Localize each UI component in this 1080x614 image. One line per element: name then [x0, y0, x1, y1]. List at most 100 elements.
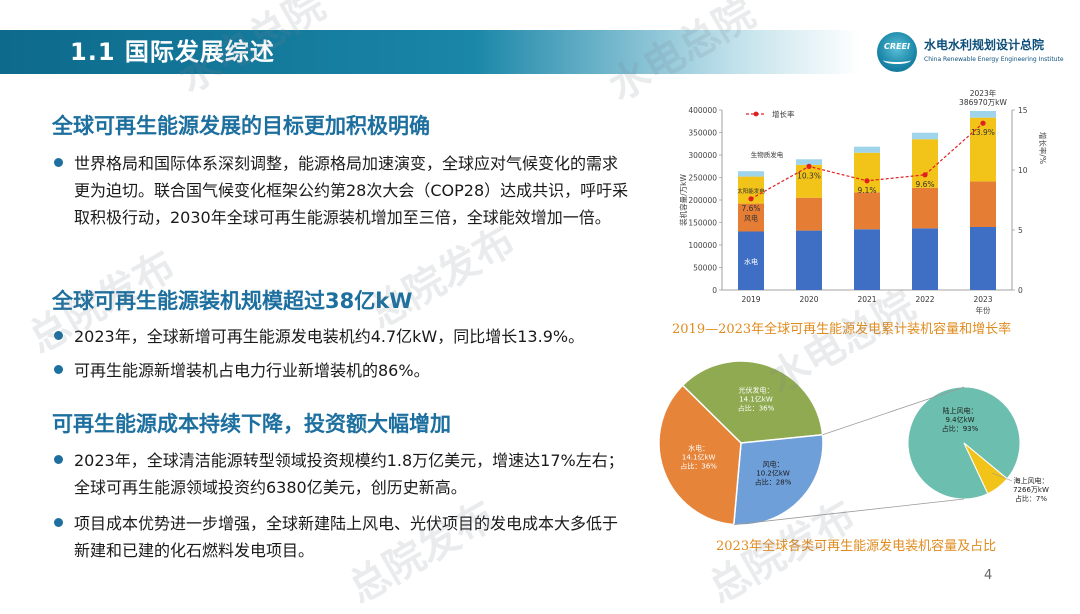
institute-logo: CREEI 水电水利规划设计总院 China Renewable Energy … — [877, 30, 1077, 74]
x-tick-label: 2020 — [799, 295, 818, 304]
bar-太阳能发电-2020 — [796, 164, 822, 198]
growth-rate-label: 9.6% — [915, 180, 934, 189]
list-item: 2023年，全球新增可再生能源发电装机约4.7亿kW，同比增长13.9%。 — [52, 323, 632, 350]
pie-label-value: 14.1亿kW — [739, 394, 773, 403]
y-tick-label: 200000 — [688, 196, 717, 205]
capacity-growth-chart: 0 50000 100000 150000 200000 250000 300000 3500… — [678, 88, 1048, 315]
section-title-targets: 全球可再生能源发展的目标更加积极明确 — [52, 114, 430, 138]
y-tick-label: 350000 — [688, 129, 717, 138]
bar-生物质发电-2023 — [970, 111, 996, 118]
series-label: 风电 — [744, 214, 758, 223]
chart-caption-capacity: 2019—2023年全球可再生能源发电累计装机容量和增长率 — [672, 322, 1012, 337]
bar-水电-2020 — [796, 230, 822, 290]
list-item: 世界格局和国际体系深刻调整，能源格局加速演变，全球应对气候变化的需求更为迫切。联… — [52, 150, 632, 231]
growth-rate-point — [806, 163, 812, 169]
page-title: 1.1 国际发展综述 — [70, 38, 275, 66]
bar-生物质发电-2019 — [738, 171, 764, 177]
y2-tick-label: 0 — [1018, 286, 1023, 295]
sub-pie-label: 陆上风电： — [943, 406, 978, 415]
bullet-dot-icon — [54, 331, 63, 340]
bar-水电-2019 — [738, 231, 764, 290]
pie-slice-光伏发电 — [681, 360, 824, 444]
list-item: 项目成本优势进一步增强，全球新建陆上风电、光伏项目的发电成本大多低于新建和已建的… — [52, 510, 632, 564]
pie-slice-风电 — [732, 433, 824, 526]
growth-rate-label: 13.9% — [971, 128, 995, 137]
pie-label-name: 水电： — [688, 444, 709, 453]
sub-pie-label: 海上风电： — [1014, 476, 1049, 485]
bar-风电-2019 — [738, 203, 764, 232]
list-item: 可再生能源新增装机占电力行业新增装机的86%。 — [52, 357, 632, 384]
growth-rate-point — [922, 172, 928, 178]
x-tick-label: 2019 — [741, 295, 760, 304]
legend-marker-icon — [753, 111, 759, 117]
bullet-dot-icon — [54, 158, 63, 167]
sub-pie-label: 占比：7% — [1015, 494, 1047, 503]
bar-风电-2023 — [970, 181, 996, 227]
chart-caption-share: 2023年全球各类可再生能源发电装机容量及占比 — [716, 539, 997, 554]
y-tick-label: 100000 — [688, 241, 717, 250]
connector-line — [733, 498, 965, 526]
bar-风电-2020 — [796, 197, 822, 231]
bar-太阳能发电-2021 — [854, 152, 880, 193]
capacity-share-pie-chart: 光伏发电：14.1亿kW占比：36%风电：10.2亿kW占比：28%水电：14.… — [658, 360, 1049, 526]
logo-chinese-name: 水电水利规划设计总院 — [924, 38, 1045, 52]
y-tick-label: 300000 — [688, 151, 717, 160]
y-tick-label: 50000 — [693, 264, 717, 273]
bullet-dot-icon — [54, 518, 63, 527]
y2-axis-title: 增长率/% — [1038, 132, 1048, 164]
y-axis-title: 装机容量/万kW — [678, 174, 688, 226]
bar-风电-2021 — [854, 192, 880, 230]
bullet-dot-icon — [54, 455, 63, 464]
x-axis-title: 年份 — [976, 305, 991, 315]
pie-label-name: 光伏发电： — [739, 385, 774, 394]
growth-rate-point — [864, 178, 870, 184]
section-title-cost: 可再生能源成本持续下降，投资额大幅增加 — [52, 412, 451, 436]
header-band — [0, 30, 860, 74]
bullet-dot-icon — [54, 365, 63, 374]
y-tick-label: 0 — [712, 286, 717, 295]
y-tick-label: 400000 — [688, 106, 717, 115]
logo-badge-icon: CREEI — [877, 32, 917, 72]
y2-tick-label: 5 — [1018, 226, 1023, 235]
x-tick-label: 2021 — [857, 295, 876, 304]
logo-badge-text: CREEI — [884, 42, 910, 51]
connector-line — [822, 386, 965, 436]
total-annotation-year: 2023年 — [970, 88, 997, 98]
bar-生物质发电-2021 — [854, 146, 880, 153]
section-title-capacity: 全球可再生能源装机规模超过38亿kW — [52, 289, 413, 313]
total-annotation-value: 386970万kW — [959, 98, 1007, 107]
logo-english-name: China Renewable Energy Engineering Insti… — [924, 56, 1064, 63]
pie-label-share: 占比：28% — [755, 478, 792, 487]
sub-pie-label: 占比：93% — [942, 424, 979, 433]
pie-label-share: 占比：36% — [738, 403, 775, 412]
leader-line — [991, 472, 1013, 482]
pie-label-value: 10.2亿kW — [756, 469, 790, 478]
bar-风电-2022 — [912, 187, 938, 229]
bar-水电-2022 — [912, 228, 938, 290]
bar-生物质发电-2022 — [912, 132, 938, 140]
bar-水电-2023 — [970, 227, 996, 290]
bar-太阳能发电-2022 — [912, 139, 938, 188]
y2-tick-label: 10 — [1018, 166, 1028, 175]
page-number: 4 — [984, 568, 993, 583]
growth-rate-label: 9.1% — [857, 186, 876, 195]
y-tick-label: 150000 — [688, 219, 717, 228]
list-item: 2023年，全球清洁能源转型领域投资规模约1.8万亿美元，增速达17%左右；全球… — [52, 447, 632, 501]
series-label: 太阳能发电 — [737, 187, 765, 195]
growth-rate-label: 7.6% — [741, 204, 760, 213]
sub-pie-slice-海上风电 — [963, 442, 1008, 495]
sub-pie-label: 7266万kW — [1013, 486, 1049, 494]
x-tick-label: 2023 — [973, 295, 992, 304]
pie-label-value: 14.1亿kW — [682, 453, 716, 462]
y2-tick-label: 15 — [1018, 106, 1028, 115]
pie-slice-水电 — [658, 384, 742, 526]
growth-rate-point — [748, 196, 754, 202]
pie-label-name: 风电： — [763, 460, 784, 469]
bar-太阳能发电-2023 — [970, 117, 996, 182]
sub-pie-label: 9.4亿kW — [945, 415, 974, 424]
legend-label: 增长率 — [772, 109, 795, 119]
pie-label-share: 占比：36% — [680, 462, 717, 471]
series-label: 生物质发电 — [751, 150, 784, 159]
growth-rate-label: 10.3% — [797, 171, 821, 180]
bar-生物质发电-2020 — [796, 159, 822, 165]
